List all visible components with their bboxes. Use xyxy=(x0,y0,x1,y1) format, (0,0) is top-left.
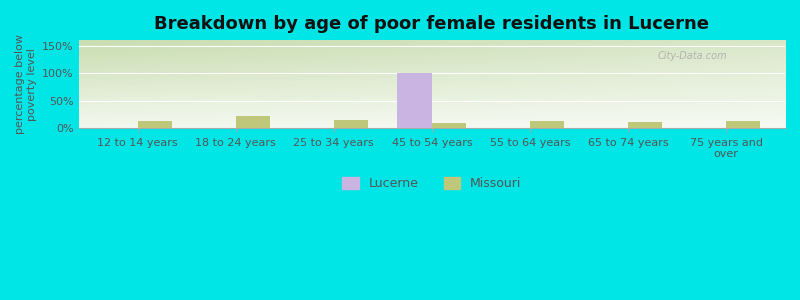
Bar xyxy=(530,121,564,128)
Legend: Lucerne, Missouri: Lucerne, Missouri xyxy=(338,172,526,195)
Bar xyxy=(138,121,172,128)
Text: City-Data.com: City-Data.com xyxy=(658,51,727,61)
Bar xyxy=(628,122,662,128)
Y-axis label: percentage below
poverty level: percentage below poverty level xyxy=(15,34,37,134)
Title: Breakdown by age of poor female residents in Lucerne: Breakdown by age of poor female resident… xyxy=(154,15,710,33)
Bar xyxy=(334,120,368,128)
Bar xyxy=(398,73,432,128)
Bar xyxy=(726,121,761,128)
Bar xyxy=(432,123,466,128)
Bar xyxy=(236,116,270,128)
